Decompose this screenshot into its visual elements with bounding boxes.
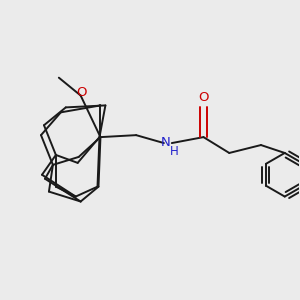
Text: N: N (161, 136, 171, 148)
Text: H: H (169, 146, 178, 158)
Text: O: O (76, 86, 87, 99)
Text: O: O (198, 91, 209, 104)
